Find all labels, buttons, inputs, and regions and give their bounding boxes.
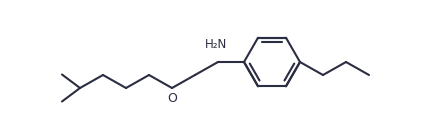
Text: H₂N: H₂N <box>205 38 227 51</box>
Text: O: O <box>167 91 177 104</box>
